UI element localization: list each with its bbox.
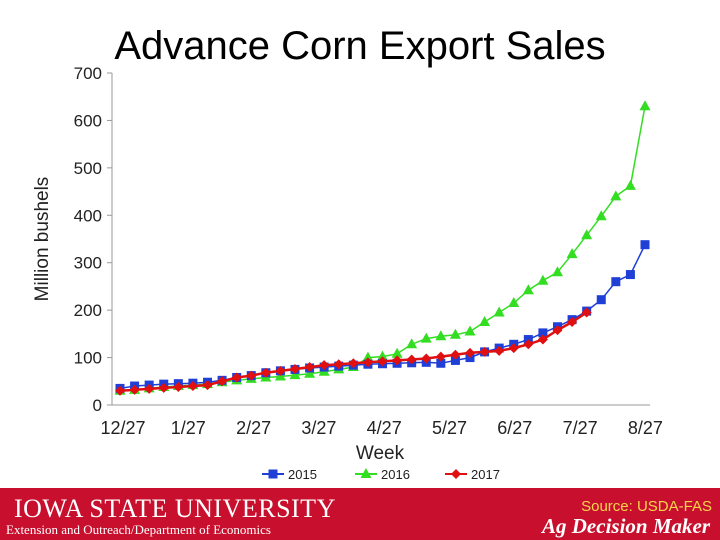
data-point-2016	[289, 369, 301, 380]
y-tick-label: 0	[93, 396, 102, 415]
y-tick-label: 700	[74, 64, 102, 83]
data-point-2017	[246, 370, 257, 381]
data-point-2017	[348, 358, 359, 369]
source-note: Source: USDA-FAS	[581, 498, 712, 515]
data-point-2016	[552, 266, 563, 277]
data-point-2017	[290, 363, 300, 374]
data-point-2015	[625, 270, 635, 280]
y-tick-label: 100	[74, 349, 102, 368]
data-point-2017	[567, 317, 578, 327]
x-tick-label: 3/27	[301, 418, 336, 438]
data-point-2016	[435, 330, 447, 341]
data-point-2015	[436, 358, 446, 368]
legend-marker-2017	[451, 469, 461, 479]
data-point-2017	[144, 383, 155, 394]
data-point-2015	[538, 328, 548, 338]
chart: 0 100 200 300 400 500 600 700 12/27 1/27 2/27 3/27 4…	[32, 64, 663, 482]
brand-name: Ag Decision Maker	[542, 514, 710, 538]
data-point-2016	[566, 248, 578, 259]
legend-marker-2016	[360, 468, 372, 478]
university-name: IOWA STATE UNIVERSITY	[14, 494, 336, 523]
data-point-2017	[217, 376, 228, 387]
data-point-2016	[449, 328, 461, 339]
data-point-2017	[523, 339, 534, 350]
legend-label-2017: 2017	[471, 467, 500, 482]
data-point-2016	[522, 284, 534, 295]
data-point-2016	[406, 338, 418, 349]
data-point-2016	[493, 306, 505, 317]
data-point-2017	[260, 367, 271, 378]
chart-title: Advance Corn Export Sales	[114, 24, 606, 68]
data-point-2016	[479, 316, 491, 326]
y-axis-label: Million bushels	[32, 177, 53, 302]
legend-marker-2015	[268, 469, 278, 479]
data-point-2015	[640, 240, 650, 250]
data-point-2015	[596, 295, 606, 305]
x-tick-label: 4/27	[367, 418, 402, 438]
data-point-2017	[508, 343, 519, 354]
x-tick-label: 7/27	[563, 418, 598, 438]
data-point-2017	[187, 381, 198, 392]
data-point-2016	[624, 179, 636, 190]
data-point-2017	[537, 334, 548, 345]
footer-bar: IOWA STATE UNIVERSITY Extension and Outr…	[0, 488, 720, 540]
x-tick-label: 8/27	[628, 418, 663, 438]
data-point-2017	[319, 360, 330, 371]
data-point-2017	[333, 359, 344, 370]
x-tick-label: 2/27	[236, 418, 271, 438]
data-point-2017	[392, 355, 403, 366]
data-point-2017	[173, 381, 184, 392]
data-point-2016	[537, 274, 549, 285]
data-point-2017	[304, 362, 315, 373]
data-point-2017	[406, 354, 417, 365]
data-point-2016	[610, 190, 622, 201]
data-point-2017	[115, 385, 125, 396]
data-point-2016	[391, 347, 403, 358]
data-point-2016	[639, 100, 651, 111]
x-tick-label: 12/27	[100, 418, 145, 438]
data-point-2015	[450, 355, 460, 365]
data-point-2015	[611, 277, 621, 287]
data-point-2017	[202, 380, 213, 391]
data-point-2017	[479, 346, 490, 357]
data-point-2016	[508, 297, 520, 308]
data-point-2016	[362, 351, 374, 362]
data-point-2016	[581, 229, 593, 240]
x-axis-label: Week	[356, 443, 405, 464]
data-point-2017	[158, 382, 169, 393]
data-point-2016	[304, 367, 316, 378]
data-point-2017	[362, 357, 373, 368]
data-point-2016	[464, 325, 476, 336]
department-name: Extension and Outreach/Department of Eco…	[6, 522, 271, 537]
data-point-2017	[581, 307, 592, 318]
y-tick-label: 400	[74, 206, 102, 225]
data-point-2017	[129, 384, 140, 395]
y-tick-label: 500	[74, 159, 102, 178]
legend-label-2016: 2016	[381, 467, 410, 482]
data-point-2017	[275, 365, 286, 376]
series-line-2016	[119, 106, 646, 392]
data-point-2017	[494, 345, 505, 356]
data-point-2016	[377, 350, 388, 361]
data-point-2017	[435, 351, 446, 362]
data-point-2017	[231, 372, 242, 383]
y-tick-label: 300	[74, 254, 102, 273]
x-tick-label: 5/27	[432, 418, 467, 438]
data-point-2017	[450, 349, 461, 360]
data-point-2016	[595, 210, 607, 221]
x-tick-label: 6/27	[497, 418, 532, 438]
data-point-2016	[420, 332, 432, 343]
legend-label-2015: 2015	[288, 467, 317, 482]
data-point-2017	[465, 347, 475, 358]
x-tick-label: 1/27	[171, 418, 206, 438]
data-point-2017	[421, 353, 432, 364]
y-tick-label: 600	[74, 111, 102, 130]
data-point-2017	[377, 356, 388, 367]
data-point-2017	[552, 325, 563, 336]
y-tick-label: 200	[74, 301, 102, 320]
